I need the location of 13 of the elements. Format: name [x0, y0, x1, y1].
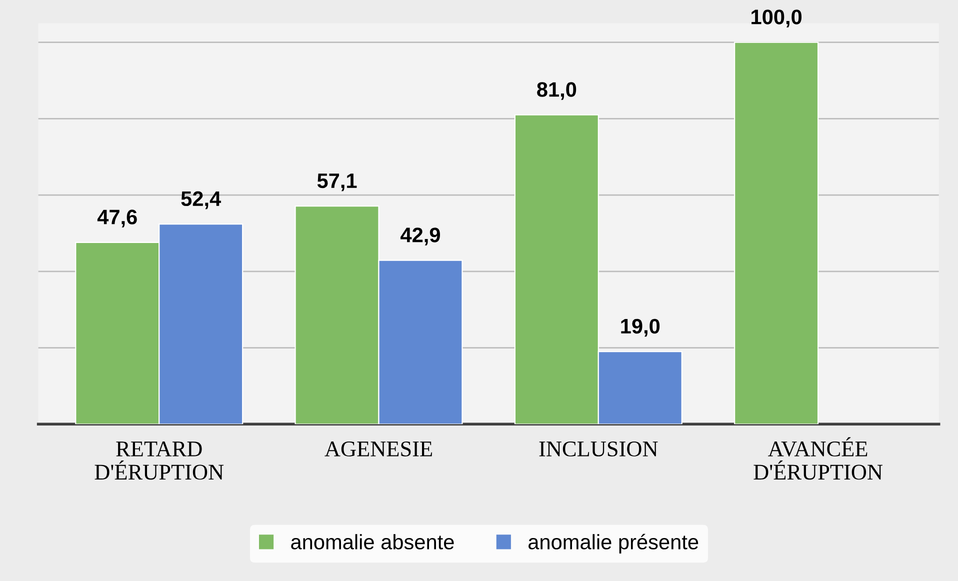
legend-label: anomalie absente [291, 534, 454, 550]
data-label: 42,9 [400, 228, 440, 246]
data-label: 19,0 [621, 318, 660, 337]
data-label: 52,4 [181, 191, 222, 210]
data-label: 100,0 [752, 10, 802, 28]
x-tick-label: AGENESIE [324, 442, 432, 456]
data-label: 47,6 [97, 210, 137, 228]
data-label: 81,0 [537, 82, 576, 100]
x-tick-label: AVANCÉE D'ÉRUPTION [754, 437, 882, 480]
data-label: 57,1 [317, 174, 357, 192]
x-tick-label: RETARD D'ÉRUPTION [94, 442, 224, 480]
legend-label: anomalie présente [528, 534, 698, 554]
x-tick-label: INCLUSION [539, 442, 658, 456]
